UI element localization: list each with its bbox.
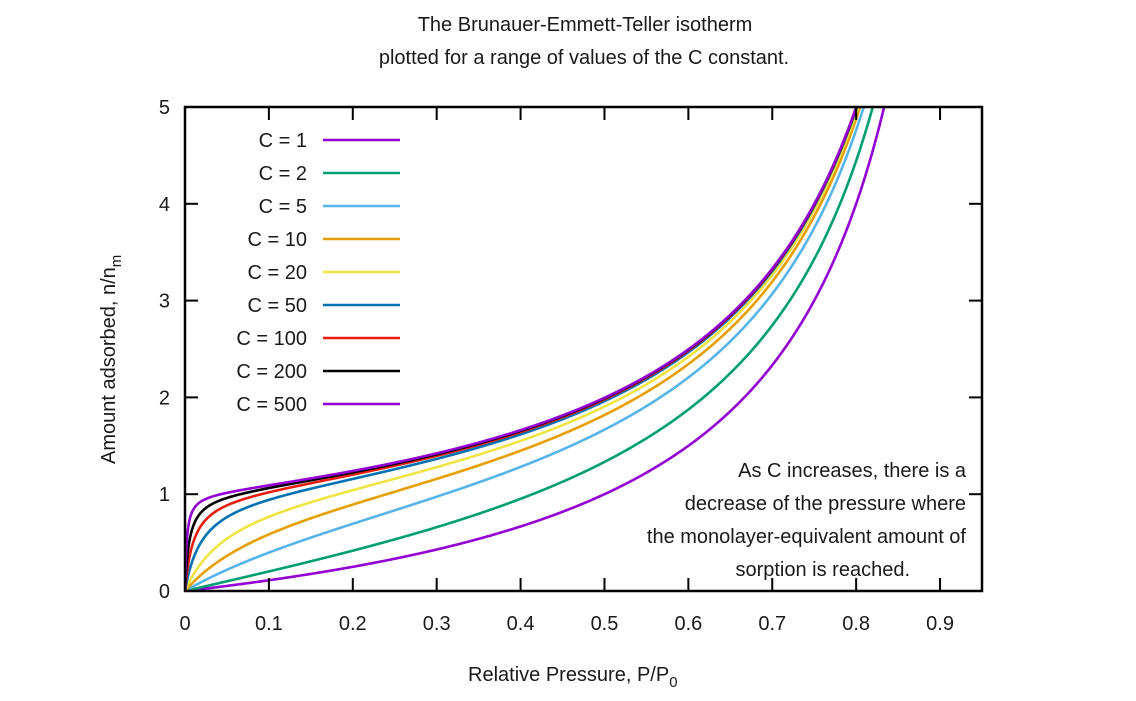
x-tick-label: 0.5 (591, 613, 619, 635)
legend-label: C = 10 (248, 229, 307, 251)
y-tick-label: 3 (159, 291, 170, 313)
y-axis-label-main: Amount adsorbed, n/n (98, 267, 120, 464)
series-line-c-500 (185, 107, 858, 591)
legend-label: C = 5 (259, 196, 307, 218)
legend-entry-c-500: C = 500 (236, 394, 400, 416)
legend-entry-c-10: C = 10 (248, 229, 400, 251)
y-axis-label: Amount adsorbed, n/nm (98, 255, 125, 464)
x-tick-label: 0.3 (423, 613, 451, 635)
annotation-line-4: sorption is reached. (735, 559, 910, 581)
legend-label: C = 1 (259, 130, 307, 152)
legend-label: C = 500 (236, 394, 307, 416)
x-tick-label: 0.8 (842, 613, 870, 635)
chart-annotation: As C increases, there is a decrease of t… (647, 460, 967, 581)
series-line-c-5 (185, 107, 866, 591)
legend: C = 1 C = 2 C = 5 C = 10 C = 20 C = 50 C = 100… (236, 130, 400, 416)
y-axis-label-subscript: m (108, 255, 125, 268)
plot-frame (183, 105, 984, 593)
y-tick-label: 0 (159, 581, 170, 603)
y-tick-label: 2 (159, 387, 170, 409)
x-tick-label: 0.9 (926, 613, 954, 635)
axes: 0 0.1 0.2 0.3 0.4 0.5 0.6 0.7 0.8 0.9 0 1 2 3 4 5 (159, 97, 984, 635)
y-tick-label: 5 (159, 97, 170, 119)
x-tick-label: 0.4 (507, 613, 535, 635)
series-curves (185, 107, 886, 591)
annotation-line-3: the monolayer-equivalent amount of (647, 526, 967, 548)
x-tick-label: 0 (179, 613, 190, 635)
series-line-c-10 (185, 107, 862, 591)
chart-title-line-1: The Brunauer-Emmett-Teller isotherm (418, 14, 753, 36)
legend-label: C = 20 (248, 262, 307, 284)
legend-entry-c-100: C = 100 (236, 328, 400, 350)
x-axis-label-main: Relative Pressure, P/P (468, 664, 669, 686)
x-tick-label: 0.6 (674, 613, 702, 635)
series-line-c-20 (185, 107, 860, 591)
annotation-line-2: decrease of the pressure where (685, 493, 966, 515)
legend-entry-c-50: C = 50 (248, 295, 400, 317)
x-tick-label: 0.1 (255, 613, 283, 635)
series-line-c-1 (185, 107, 886, 591)
legend-label: C = 100 (236, 328, 307, 350)
y-tick-label: 1 (159, 484, 170, 506)
chart-title-line-2: plotted for a range of values of the C c… (379, 47, 789, 69)
legend-entry-c-2: C = 2 (259, 163, 400, 185)
legend-label: C = 50 (248, 295, 307, 317)
x-axis-label-subscript: 0 (669, 674, 677, 691)
x-axis-label: Relative Pressure, P/P0 (468, 664, 678, 691)
legend-label: C = 2 (259, 163, 307, 185)
legend-entry-c-5: C = 5 (259, 196, 400, 218)
y-tick-label: 4 (159, 194, 170, 216)
legend-label: C = 200 (236, 361, 307, 383)
legend-entry-c-20: C = 20 (248, 262, 400, 284)
legend-entry-c-1: C = 1 (259, 130, 400, 152)
series-line-c-2 (185, 107, 875, 591)
x-tick-label: 0.2 (339, 613, 367, 635)
x-tick-label: 0.7 (758, 613, 786, 635)
annotation-line-1: As C increases, there is a (738, 460, 967, 482)
legend-entry-c-200: C = 200 (236, 361, 400, 383)
